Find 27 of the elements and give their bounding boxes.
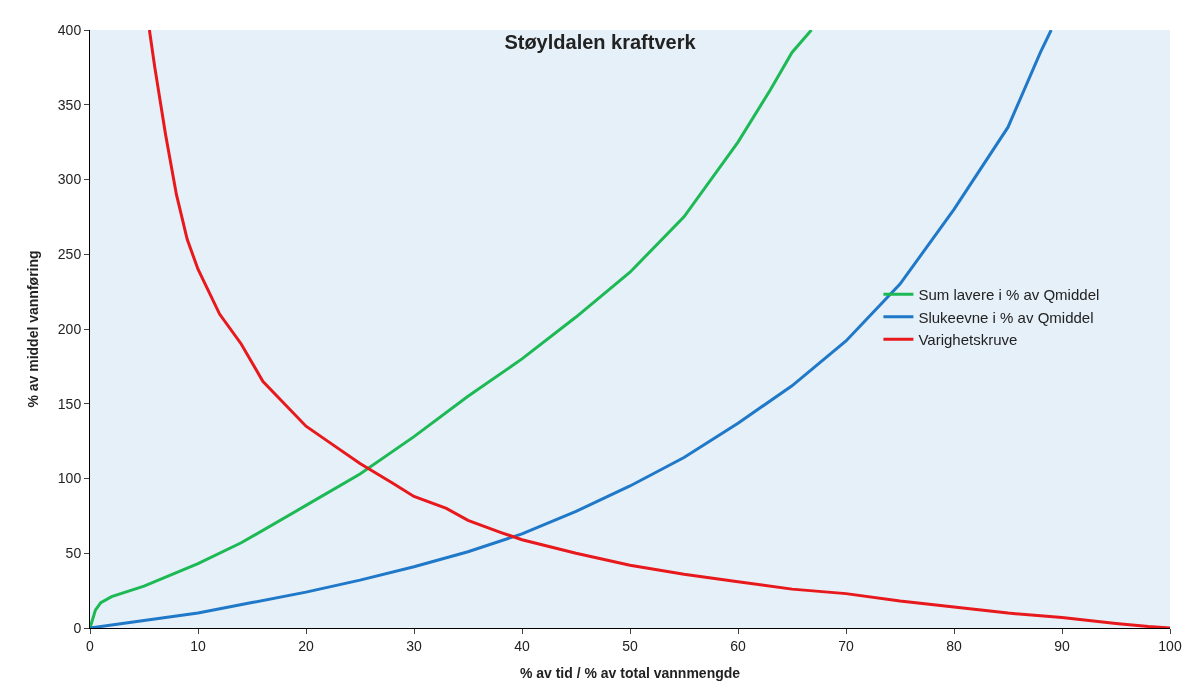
y-tick-label: 100 [57,470,82,487]
x-tick-label: 50 [622,637,638,654]
x-axis-title: % av tid / % av total vannmengde [519,665,741,682]
chart-title: Støyldalen kraftverk [504,30,697,53]
y-axis-title: % av middel vannføring [25,250,42,408]
x-tick-label: 40 [514,637,530,654]
x-tick-label: 60 [730,637,746,654]
y-tick-label: 250 [57,246,82,263]
x-tick-label: 100 [1158,637,1182,654]
x-tick-label: 90 [1054,637,1070,654]
y-tick-label: 400 [57,21,82,38]
x-tick-label: 0 [86,637,95,654]
x-tick-label: 70 [838,637,854,654]
y-tick-label: 0 [73,619,82,636]
y-tick-label: 350 [57,96,82,113]
x-tick-label: 20 [298,637,314,654]
y-tick-label: 50 [65,545,82,562]
y-tick-label: 200 [57,320,82,337]
legend-label: Slukeevne i % av Qmiddel [918,308,1094,326]
x-tick-label: 10 [190,637,206,654]
legend-label: Sum lavere i % av Qmiddel [918,286,1100,304]
y-tick-label: 300 [57,171,82,188]
legend-label: Varighetskruve [918,331,1018,349]
x-tick-label: 80 [946,637,962,654]
x-tick-label: 30 [406,637,422,654]
y-tick-label: 150 [57,395,82,412]
line-series [147,30,1170,628]
